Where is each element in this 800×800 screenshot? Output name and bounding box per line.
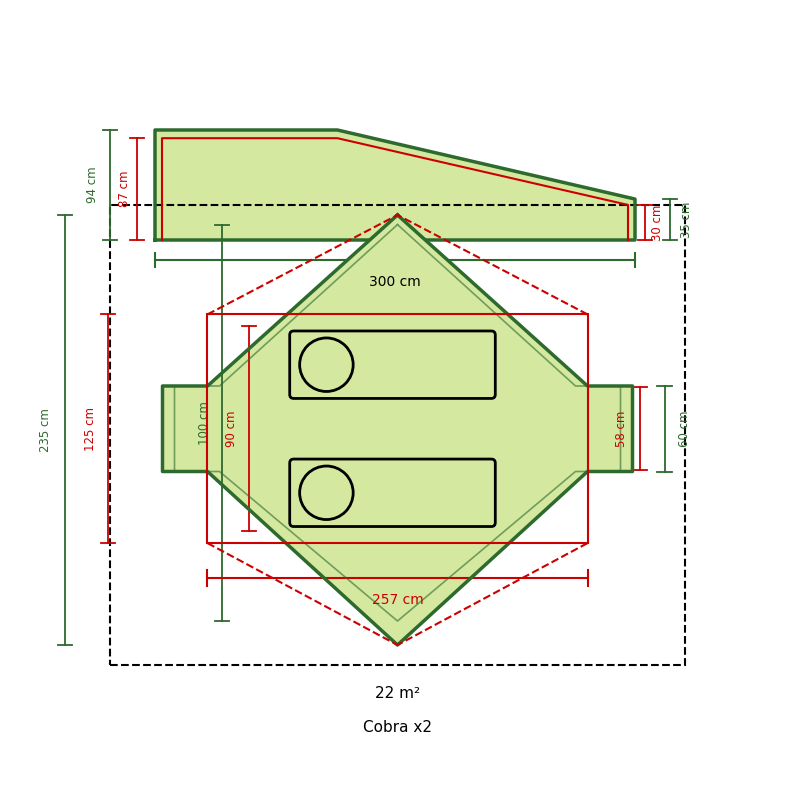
Polygon shape bbox=[155, 130, 635, 240]
Bar bbox=[110, 205, 685, 665]
Text: 35 cm: 35 cm bbox=[681, 202, 694, 238]
Text: 94 cm: 94 cm bbox=[86, 166, 99, 203]
Polygon shape bbox=[162, 215, 633, 645]
Text: 300 cm: 300 cm bbox=[369, 275, 421, 289]
Text: Cobra x2: Cobra x2 bbox=[363, 719, 432, 734]
Text: 87 cm: 87 cm bbox=[118, 171, 130, 207]
Text: 100 cm: 100 cm bbox=[198, 401, 211, 445]
Text: 22 m²: 22 m² bbox=[375, 686, 420, 701]
Text: 235 cm: 235 cm bbox=[38, 408, 51, 452]
Text: 257 cm: 257 cm bbox=[372, 593, 423, 607]
Text: 90 cm: 90 cm bbox=[225, 410, 238, 447]
Bar bbox=[207, 314, 587, 543]
Text: 60 cm: 60 cm bbox=[678, 410, 691, 447]
Text: 58 cm: 58 cm bbox=[615, 410, 628, 447]
Text: 125 cm: 125 cm bbox=[83, 406, 97, 450]
Text: 30 cm: 30 cm bbox=[651, 204, 665, 241]
